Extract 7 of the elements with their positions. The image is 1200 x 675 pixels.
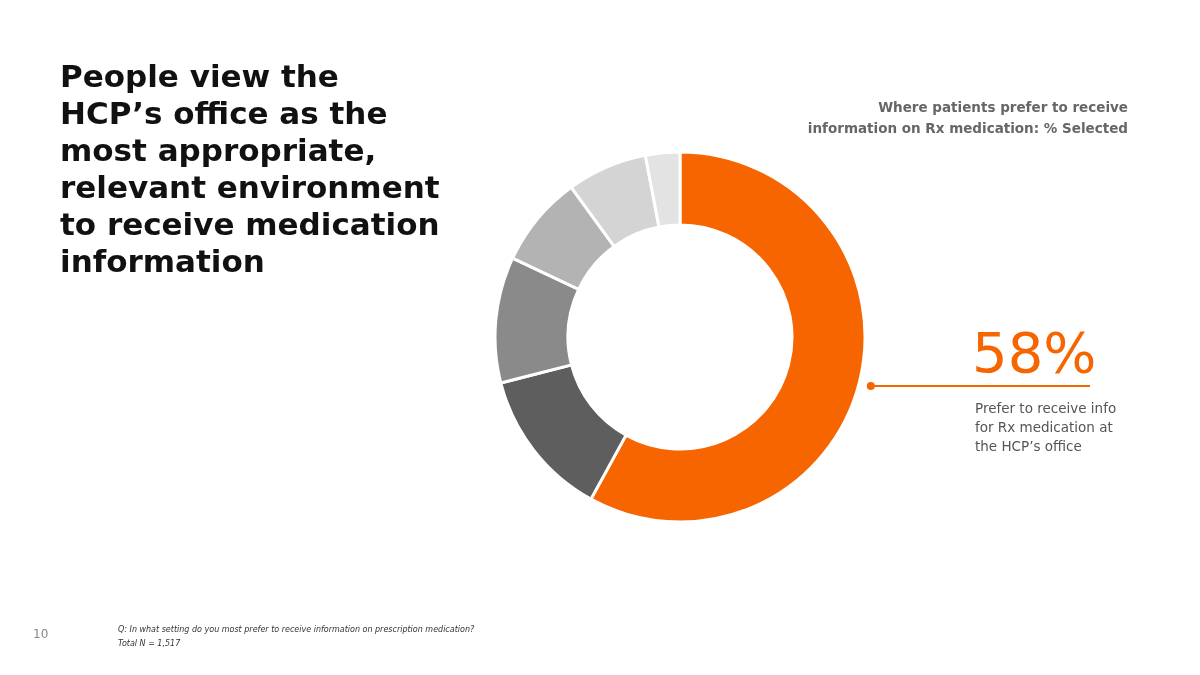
slice-label: Prefer to receive info for Rx medication at the HCP’s office: [975, 399, 1117, 454]
text: Total N = 1,517: [118, 639, 182, 648]
chart-subtitle: Where patients prefer to receive information on Rx medication: % Selected: [807, 99, 1128, 136]
text: 10: [33, 627, 49, 641]
chart-title: People view the HCP’s office as the most appropriate, relevant environment to receive medication information: [60, 58, 440, 279]
text: Q: In what setting do you most prefer to receive information on prescription medication?: [118, 625, 475, 634]
data-label: 58%: [972, 319, 1097, 385]
